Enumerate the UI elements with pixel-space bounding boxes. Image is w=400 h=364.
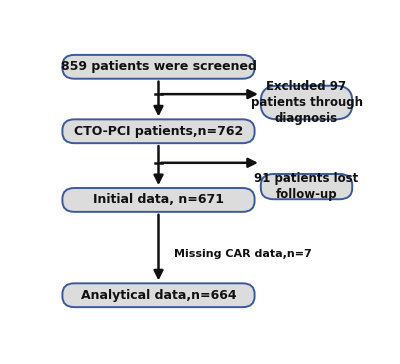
FancyBboxPatch shape <box>62 283 255 307</box>
FancyBboxPatch shape <box>62 119 255 143</box>
FancyBboxPatch shape <box>62 55 255 79</box>
Text: CTO-PCI patients,n=762: CTO-PCI patients,n=762 <box>74 125 243 138</box>
Text: Initial data, n=671: Initial data, n=671 <box>93 193 224 206</box>
Text: 91 patients lost
follow-up: 91 patients lost follow-up <box>254 172 359 201</box>
Text: Excluded 97
patients through
diagnosis: Excluded 97 patients through diagnosis <box>250 80 362 125</box>
Text: Missing CAR data,n=7: Missing CAR data,n=7 <box>174 249 312 259</box>
FancyBboxPatch shape <box>62 188 255 212</box>
Text: 859 patients were screened: 859 patients were screened <box>60 60 256 73</box>
FancyBboxPatch shape <box>261 174 352 199</box>
Text: Analytical data,n=664: Analytical data,n=664 <box>81 289 236 302</box>
FancyBboxPatch shape <box>261 86 352 119</box>
